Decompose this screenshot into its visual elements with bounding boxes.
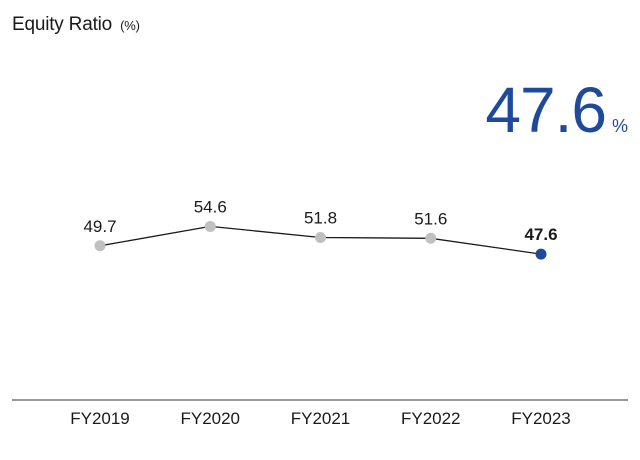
data-point-fy2019 xyxy=(94,240,106,252)
chart-title-text: Equity Ratio xyxy=(12,14,113,35)
data-point-fy2023 xyxy=(535,248,547,260)
data-label-fy2023: 47.6 xyxy=(524,225,557,244)
x-tick-label-fy2021: FY2021 xyxy=(291,409,351,428)
x-tick-label-fy2023: FY2023 xyxy=(511,409,571,428)
chart-title-unit: (%) xyxy=(120,18,140,33)
data-label-fy2021: 51.8 xyxy=(304,209,337,228)
highlight-number: 47.6 xyxy=(485,74,607,146)
chart-title: Equity Ratio (%) xyxy=(12,14,140,36)
data-point-fy2021 xyxy=(315,232,326,243)
x-tick-label-fy2022: FY2022 xyxy=(401,409,461,428)
data-label-fy2020: 54.6 xyxy=(194,197,227,216)
x-tick-label-fy2019: FY2019 xyxy=(70,409,130,428)
data-point-fy2020 xyxy=(204,220,216,232)
x-tick-label-fy2020: FY2020 xyxy=(180,409,240,428)
highlight-unit: % xyxy=(611,116,628,136)
data-label-fy2022: 51.6 xyxy=(414,209,447,228)
highlight-value: 47.6% xyxy=(485,78,628,142)
data-point-fy2022 xyxy=(425,232,437,244)
data-label-fy2019: 49.7 xyxy=(83,217,116,236)
